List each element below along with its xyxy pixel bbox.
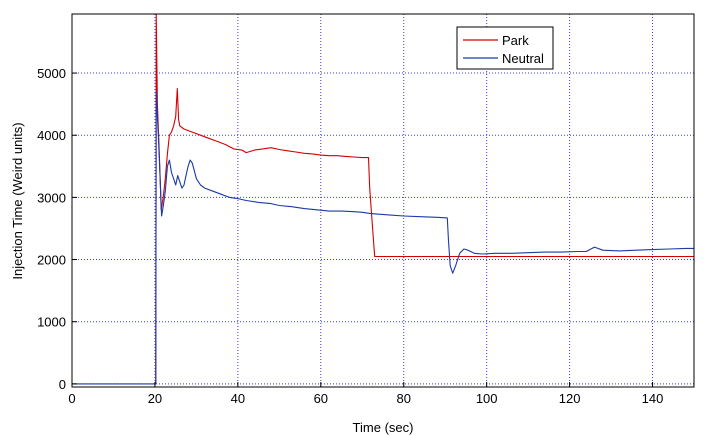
y-axis: 0 1000 2000 3000 4000 5000 bbox=[37, 66, 77, 392]
plot-background bbox=[72, 14, 694, 387]
legend-label-neutral: Neutral bbox=[502, 51, 544, 66]
x-tick-label: 140 bbox=[642, 391, 664, 406]
y-tick-label: 4000 bbox=[37, 128, 66, 143]
y-tick-label: 5000 bbox=[37, 66, 66, 81]
x-tick-label: 40 bbox=[231, 391, 245, 406]
y-tick-label: 0 bbox=[59, 377, 66, 392]
legend: Park Neutral bbox=[456, 26, 554, 70]
x-tick-label: 60 bbox=[314, 391, 328, 406]
x-axis-label: Time (sec) bbox=[353, 420, 414, 435]
legend-label-park: Park bbox=[502, 33, 529, 48]
x-tick-label: 120 bbox=[559, 391, 581, 406]
x-tick-label: 80 bbox=[396, 391, 410, 406]
y-tick-label: 2000 bbox=[37, 253, 66, 268]
legend-box bbox=[456, 26, 554, 70]
x-tick-label: 0 bbox=[68, 391, 75, 406]
series-line-neutral bbox=[72, 91, 694, 385]
y-axis-label: Injection Time (Weird units) bbox=[10, 122, 25, 279]
y-tick-label: 1000 bbox=[37, 315, 66, 330]
y-tick-label: 3000 bbox=[37, 190, 66, 205]
grid bbox=[72, 14, 694, 387]
series-layer bbox=[72, 13, 694, 385]
plot-frame bbox=[71, 13, 695, 388]
x-tick-label: 100 bbox=[476, 391, 498, 406]
series-line-park bbox=[155, 13, 694, 384]
x-axis: 0 20 40 60 80 100 120 140 bbox=[68, 382, 663, 406]
x-tick-label: 20 bbox=[148, 391, 162, 406]
